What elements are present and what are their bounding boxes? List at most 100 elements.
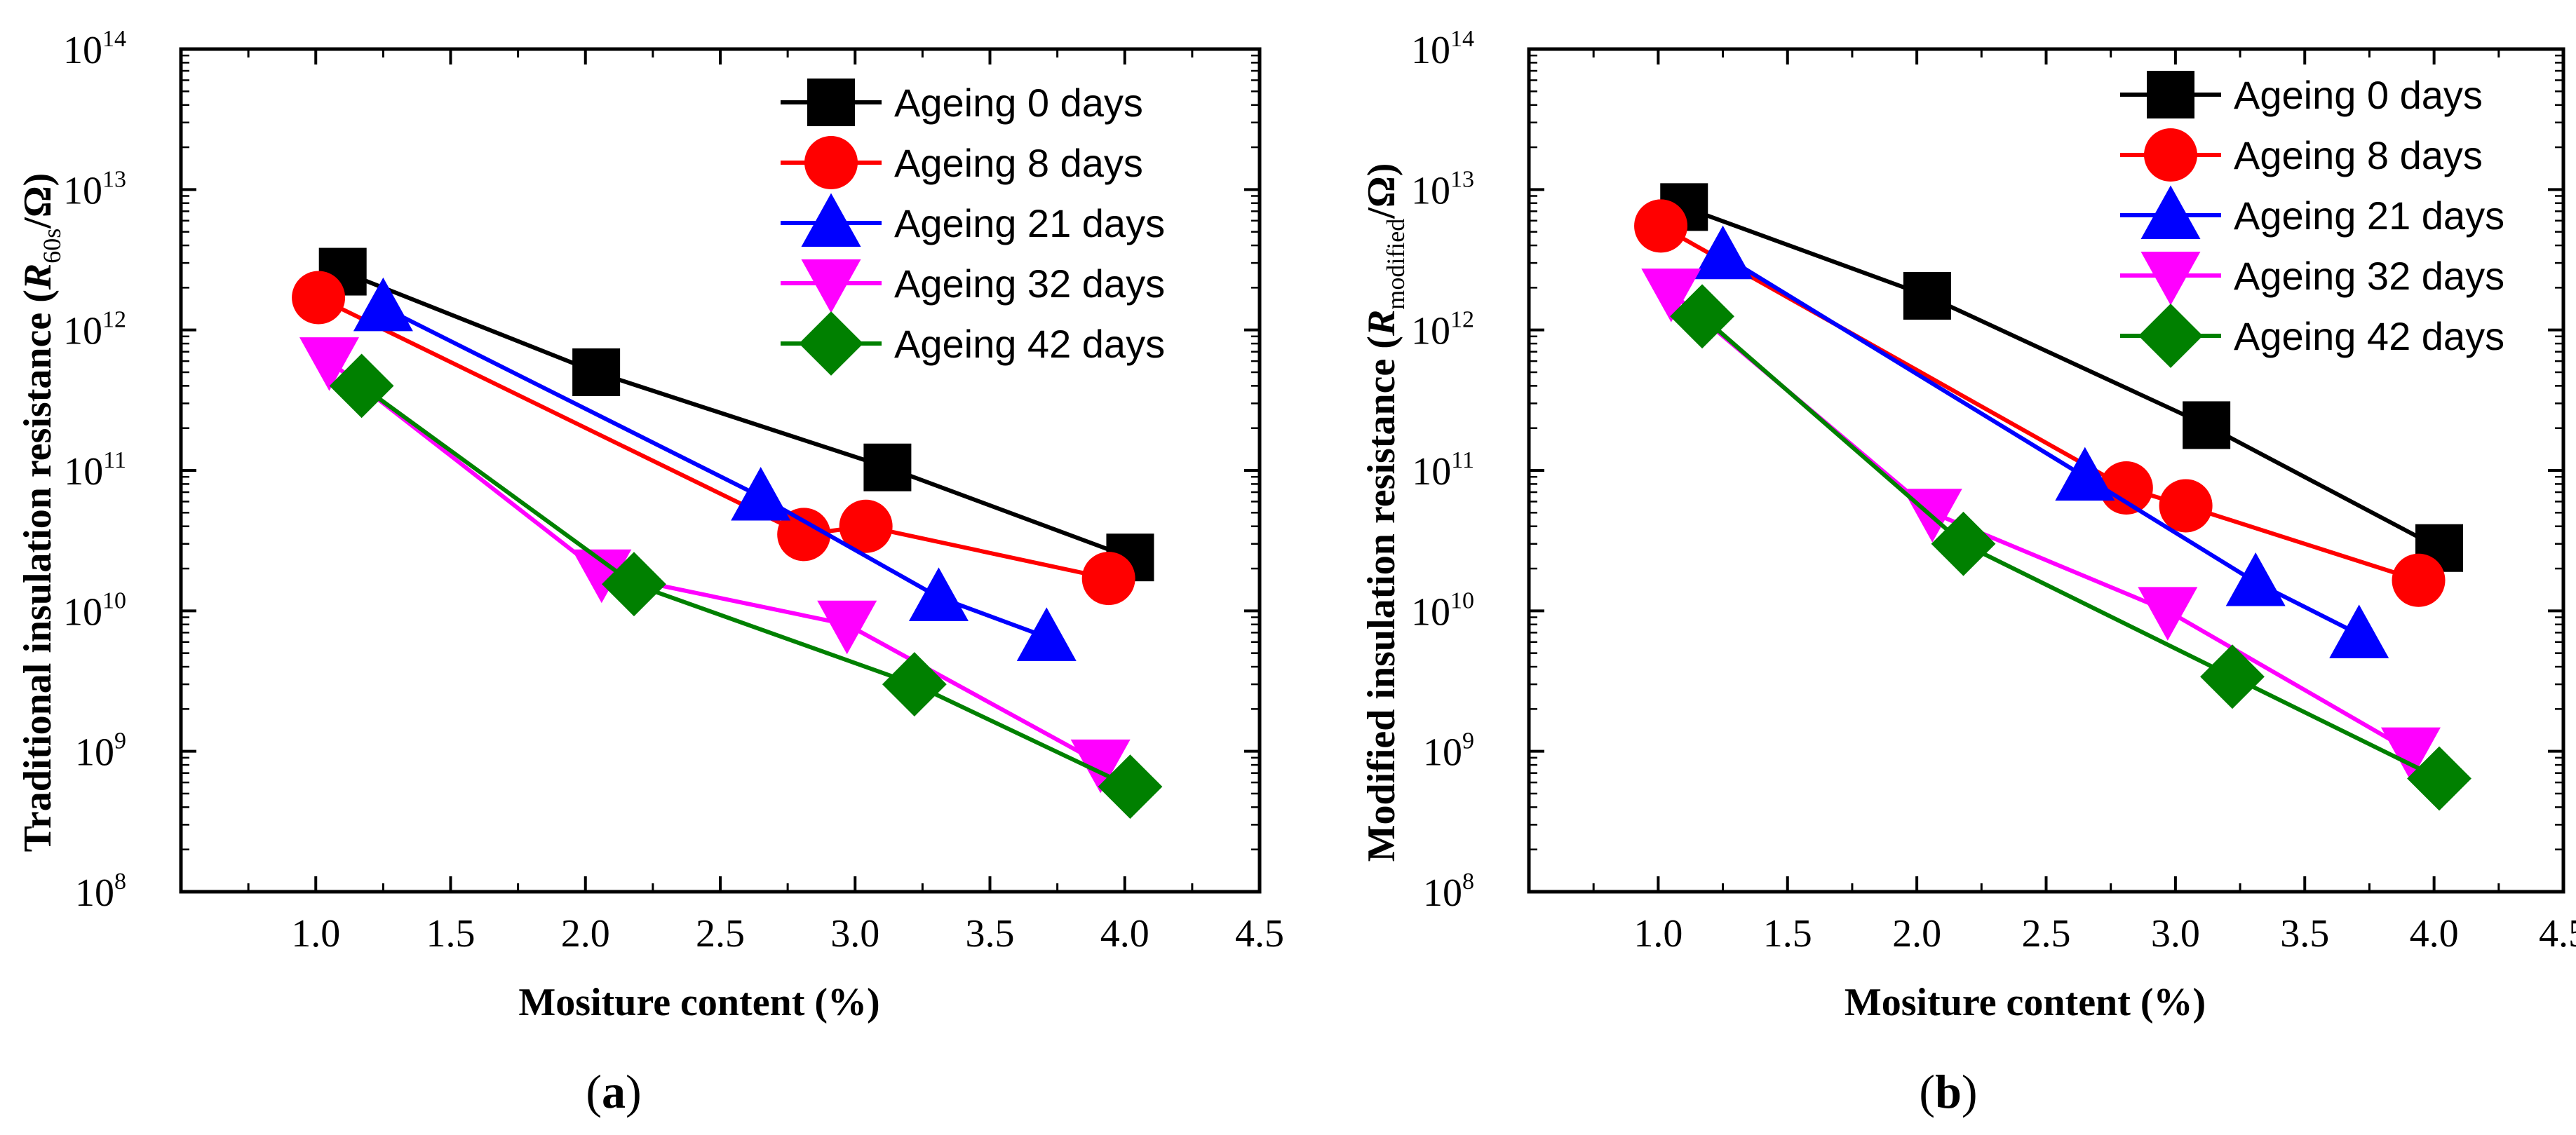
- y-tick-label: 1010: [63, 587, 126, 634]
- x-tick-label: 2.0: [1892, 912, 1941, 956]
- y-tick-label: 1010: [1411, 587, 1474, 634]
- series-line: [317, 295, 1110, 581]
- y-tick-label: 108: [75, 869, 126, 915]
- legend-marker: [807, 79, 855, 126]
- panel-label: (b): [1919, 1065, 1977, 1118]
- data-point: [2380, 727, 2441, 782]
- y-tick-exponent: 10: [1450, 587, 1474, 613]
- series-ageing-42-days: [329, 353, 1163, 820]
- y-tick-exponent: 11: [103, 447, 126, 473]
- y-tick-exponent: 12: [102, 307, 126, 333]
- data-point: [2329, 604, 2389, 658]
- y-axis-title: Modified insulation resistance (Rmodifie…: [1360, 163, 1410, 862]
- y-tick-exponent: 8: [114, 869, 126, 895]
- y-tick-base: 10: [1423, 731, 1462, 775]
- y-axis-title-subscript: 60s: [38, 229, 66, 264]
- data-point: [731, 466, 791, 521]
- y-tick-base: 10: [1411, 29, 1450, 72]
- series-ageing-21-days: [353, 277, 1077, 661]
- data-point: [2138, 587, 2198, 641]
- data-point: [353, 277, 413, 332]
- panel-label-close: ): [1962, 1065, 1978, 1118]
- series-line: [360, 383, 1131, 789]
- y-tick-exponent: 13: [1450, 166, 1474, 192]
- data-point: [602, 552, 666, 617]
- legend-entry: Ageing 21 days: [781, 193, 1165, 247]
- y-axis-title-suffix: /Ω): [16, 173, 60, 229]
- legend-marker: [2147, 71, 2194, 118]
- x-tick-label: 1.5: [426, 912, 476, 956]
- y-tick-base: 10: [63, 169, 102, 212]
- legend-label: Ageing 0 days: [894, 81, 1143, 125]
- y-axis-title-suffix: /Ω): [1360, 163, 1403, 219]
- y-axis-title-subscript: modified: [1382, 219, 1410, 310]
- data-point: [2055, 447, 2115, 501]
- y-tick-exponent: 11: [1451, 447, 1474, 473]
- legend-label: Ageing 42 days: [894, 322, 1165, 366]
- legend-marker: [2144, 128, 2197, 182]
- x-tick-label: 1.0: [291, 912, 340, 956]
- legend-entry: Ageing 32 days: [2120, 252, 2504, 306]
- series-ageing-32-days: [299, 337, 1131, 794]
- legend-entry: Ageing 21 days: [2120, 185, 2504, 239]
- data-point: [1903, 271, 1951, 320]
- series-ageing-8-days: [1634, 199, 2446, 607]
- y-tick-base: 10: [1411, 590, 1450, 634]
- legend-label: Ageing 32 days: [894, 261, 1165, 306]
- y-tick-base: 10: [63, 590, 102, 634]
- legend-label: Ageing 0 days: [2234, 73, 2483, 117]
- x-tick-label: 2.5: [696, 912, 745, 956]
- data-point: [2225, 552, 2286, 606]
- data-point: [329, 353, 394, 419]
- panel-label-open: (: [1919, 1065, 1935, 1118]
- legend-label: Ageing 32 days: [2234, 254, 2504, 298]
- y-tick-exponent: 14: [1450, 26, 1474, 52]
- panel-label-close: ): [626, 1065, 642, 1118]
- x-tick-label: 4.0: [1100, 912, 1149, 956]
- data-point: [2407, 746, 2472, 811]
- data-point: [817, 600, 877, 655]
- data-point: [863, 443, 912, 491]
- legend-label: Ageing 8 days: [2234, 133, 2483, 177]
- legend-marker: [2140, 252, 2201, 306]
- chart-panel-a: 1.0 1.5 2.0 2.5 3.0 3.5 4.0 4.51081091010101110…: [16, 26, 1284, 1118]
- x-tick-label: 2.0: [561, 912, 610, 956]
- y-tick-label: 1014: [1411, 26, 1474, 72]
- x-tick-label: 1.0: [1633, 912, 1683, 956]
- y-tick-exponent: 10: [102, 587, 126, 613]
- y-tick-base: 10: [63, 29, 102, 72]
- y-tick-base: 10: [75, 871, 114, 915]
- y-axis-title-symbol: R: [1360, 310, 1403, 337]
- y-tick-label: 1013: [63, 166, 126, 212]
- data-point: [882, 652, 947, 716]
- data-point: [2183, 401, 2231, 449]
- y-tick-exponent: 13: [102, 166, 126, 192]
- data-point: [2159, 479, 2213, 533]
- x-tick-label: 4.0: [2410, 912, 2459, 956]
- data-point: [908, 567, 969, 621]
- x-tick-label: 3.5: [2280, 912, 2329, 956]
- y-axis-title-prefix: Modified insulation resistance (: [1360, 336, 1403, 862]
- legend-marker: [2138, 304, 2203, 368]
- panel-label: (a): [586, 1065, 641, 1118]
- series-ageing-42-days: [1670, 284, 2472, 811]
- legend-entry: Ageing 8 days: [781, 136, 1143, 189]
- x-tick-label: 1.5: [1763, 912, 1812, 956]
- series-ageing-0-days: [318, 247, 1154, 582]
- y-tick-base: 10: [1411, 169, 1450, 212]
- legend-marker: [799, 311, 863, 376]
- data-point: [2200, 644, 2265, 709]
- y-tick-label: 1012: [63, 307, 126, 353]
- x-tick-label: 2.5: [2022, 912, 2071, 956]
- y-tick-base: 10: [63, 310, 102, 353]
- y-tick-base: 10: [75, 731, 114, 775]
- y-tick-base: 10: [64, 450, 103, 494]
- series-line: [1669, 290, 2412, 754]
- x-tick-label: 3.0: [2151, 912, 2200, 956]
- data-point: [572, 348, 621, 396]
- series-ageing-8-days: [292, 271, 1135, 606]
- data-point: [2099, 461, 2153, 515]
- y-tick-base: 10: [1423, 871, 1462, 915]
- chart-panel-b: 1.01.52.02.53.03.54.04.51081091010101110…: [1360, 26, 2576, 1118]
- data-point: [1081, 552, 1135, 606]
